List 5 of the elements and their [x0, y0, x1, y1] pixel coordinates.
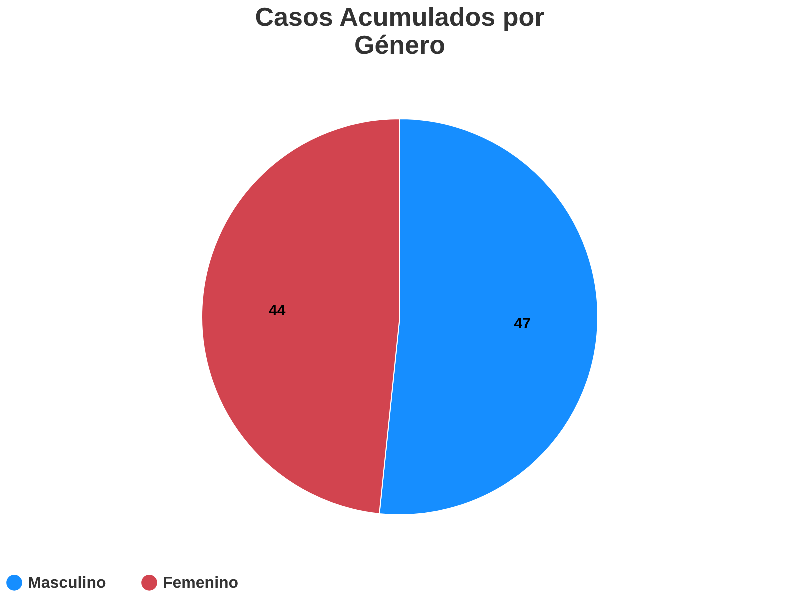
data-label: 44 [269, 302, 286, 320]
data-label: 47 [514, 315, 531, 332]
legend-label: Femenino [163, 574, 239, 592]
chart-title: Casos Acumulados por Género [255, 2, 545, 60]
legend-label: Masculino [28, 574, 106, 592]
